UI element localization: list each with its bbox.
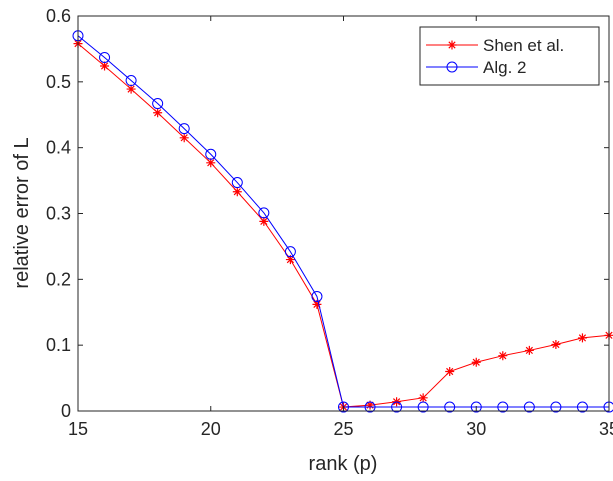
data-point bbox=[445, 367, 455, 376]
legend-items: Shen et al. Alg. 2 bbox=[426, 36, 564, 77]
legend-marker bbox=[447, 40, 457, 50]
data-point bbox=[259, 216, 269, 226]
legend-box bbox=[419, 26, 600, 86]
data-point bbox=[178, 123, 190, 135]
data-point bbox=[284, 246, 296, 258]
data-point bbox=[470, 401, 482, 413]
data-point bbox=[444, 401, 456, 413]
data-point bbox=[231, 177, 243, 189]
data-point bbox=[576, 401, 588, 413]
data-point bbox=[205, 148, 217, 160]
data-point bbox=[364, 401, 376, 413]
x-tick-label: 30 bbox=[466, 419, 486, 439]
data-point bbox=[232, 187, 242, 197]
data-point bbox=[100, 61, 110, 71]
legend-label: Alg. 2 bbox=[483, 58, 526, 77]
data-point bbox=[577, 333, 587, 343]
x-tick-label: 25 bbox=[333, 419, 353, 439]
x-tick-label: 20 bbox=[201, 419, 221, 439]
data-point bbox=[497, 401, 509, 413]
legend-entry: Alg. 2 bbox=[426, 58, 526, 77]
legend-label: Shen et al. bbox=[483, 36, 564, 55]
x-axis-label: rank (p) bbox=[309, 453, 378, 475]
data-point bbox=[285, 255, 295, 265]
y-axis-label: relative error of L bbox=[11, 137, 33, 288]
legend-entry: Shen et al. bbox=[426, 36, 564, 55]
data-point bbox=[152, 98, 164, 110]
data-point bbox=[551, 340, 561, 350]
data-point bbox=[125, 75, 137, 87]
data-point bbox=[523, 401, 535, 413]
x-tick-label: 15 bbox=[68, 419, 88, 439]
data-point bbox=[498, 351, 508, 361]
data-point bbox=[338, 401, 349, 413]
data-point bbox=[99, 51, 111, 63]
data-point bbox=[550, 401, 562, 413]
y-tick-label: 0.6 bbox=[46, 6, 71, 26]
y-tick-label: 0.3 bbox=[46, 204, 71, 224]
legend: Shen et al. Alg. 2 bbox=[419, 26, 600, 86]
y-tick-label: 0 bbox=[61, 401, 71, 421]
data-point bbox=[471, 357, 481, 367]
data-point bbox=[258, 207, 270, 219]
data-point bbox=[312, 299, 322, 309]
y-tick-label: 0.5 bbox=[46, 72, 71, 92]
y-tick-label: 0.2 bbox=[46, 269, 71, 289]
axes-layer: 15 20 25 30 35 0 0.1 0.2 0.3 0.4 0.5 0.6 bbox=[46, 6, 613, 439]
data-point bbox=[365, 400, 375, 410]
y-tick-label: 0.1 bbox=[46, 335, 71, 355]
data-point bbox=[126, 84, 136, 94]
data-point bbox=[153, 108, 163, 118]
y-tick-label: 0.4 bbox=[46, 138, 71, 158]
data-point bbox=[311, 290, 323, 302]
data-point bbox=[417, 401, 429, 413]
data-point bbox=[524, 345, 534, 355]
data-point bbox=[179, 133, 189, 143]
data-point bbox=[391, 401, 403, 413]
x-tick-label: 35 bbox=[599, 419, 613, 439]
legend-marker bbox=[446, 61, 458, 73]
data-point bbox=[206, 158, 216, 168]
data-point bbox=[418, 393, 428, 403]
